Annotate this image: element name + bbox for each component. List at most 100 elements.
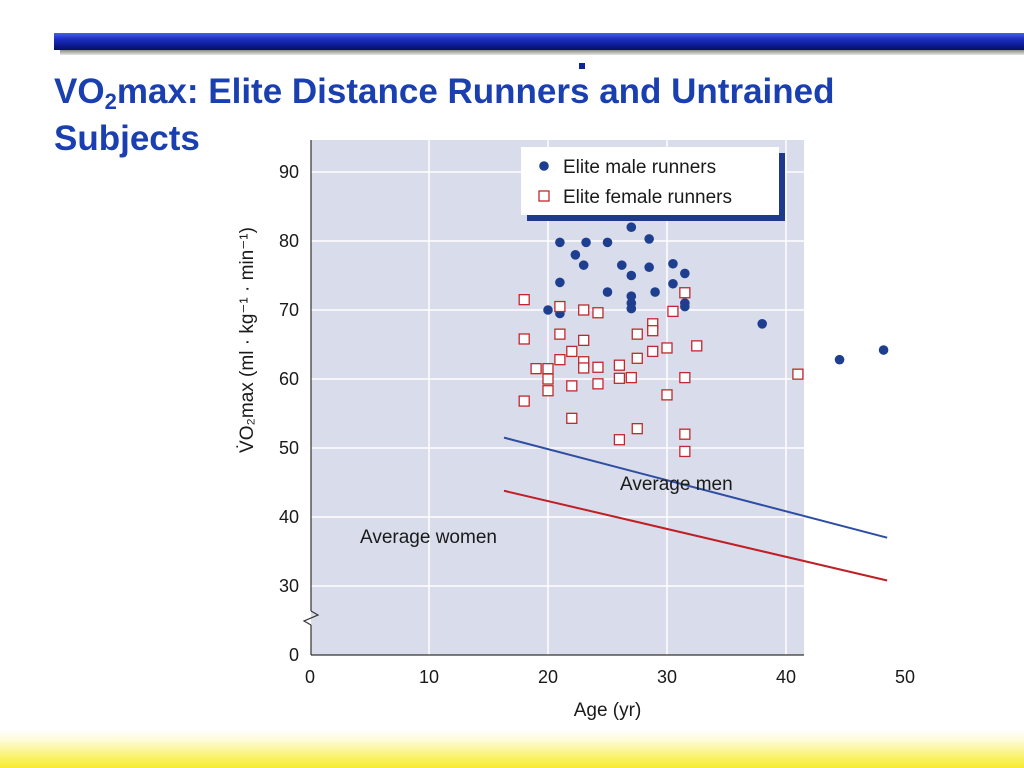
female-runner-point [679, 428, 691, 440]
male-runner-point [626, 303, 637, 314]
title-rule-shadow [60, 50, 1024, 55]
x-tick-label-10: 10 [419, 667, 439, 687]
bottom-gradient-band [0, 730, 1024, 768]
title-decoration-dot [579, 63, 585, 69]
trend-line-average-women [503, 489, 888, 582]
x-tick-label-0: 0 [305, 667, 315, 687]
legend-box [521, 147, 779, 215]
y-tick-label-70: 70 [279, 300, 299, 320]
male-runner-point [644, 262, 654, 273]
female-runner-point [647, 325, 659, 337]
female-runner-point [578, 362, 590, 374]
female-runner-point [542, 385, 554, 397]
slide-title-main: VO [54, 72, 105, 111]
x-tick-label-40: 40 [776, 667, 796, 687]
female-runner-point [631, 328, 643, 340]
y-tick-label-50: 50 [279, 438, 299, 458]
average-lines [503, 436, 888, 582]
female-runner-point [631, 352, 643, 364]
x-tick-label-50: 50 [895, 667, 915, 687]
male-runner-point [668, 278, 678, 289]
y-tick-label-80: 80 [279, 231, 299, 251]
female-runner-point [578, 334, 590, 347]
female-runner-point [542, 373, 554, 385]
plot-background [311, 140, 804, 655]
grid-lines [311, 140, 906, 655]
slide-title-subscript: 2 [104, 89, 117, 114]
female-runner-point [566, 412, 578, 424]
female-runner-point [566, 380, 578, 392]
data-points [518, 206, 889, 458]
legend-male-label: Elite male runners [563, 157, 716, 178]
axes [302, 140, 804, 656]
male-runner-point [626, 270, 637, 281]
female-runner-point [661, 342, 673, 354]
legend: Elite male runners Elite female runners [521, 147, 785, 221]
female-runner-point [530, 362, 542, 375]
legend-male-marker [539, 161, 549, 171]
female-runner-point [592, 378, 604, 390]
legend-female-label: Elite female runners [563, 187, 732, 208]
trend-line-average-men [503, 436, 888, 539]
male-runner-point [602, 287, 613, 297]
female-runner-point [613, 372, 626, 384]
female-runner-point [679, 445, 691, 458]
female-runner-point [792, 368, 804, 380]
x-axis-title: Age (yr) [574, 700, 642, 721]
female-runner-point [679, 371, 691, 384]
title-rule-bar [54, 33, 1024, 50]
male-runner-point [570, 250, 581, 260]
slide-title-rest: max: Elite Distance Runners and Untraine… [54, 72, 835, 158]
male-runner-point [644, 234, 654, 244]
y-tick-label-0: 0 [289, 645, 299, 665]
male-runner-point [543, 305, 553, 315]
male-runner-point [650, 287, 660, 297]
female-runner-point [647, 345, 659, 358]
female-runner-point [518, 293, 530, 306]
female-runner-point [592, 361, 604, 373]
male-runner-point [602, 237, 613, 248]
x-tick-label-20: 20 [538, 667, 558, 687]
female-runner-point [613, 434, 626, 446]
male-runner-point [680, 268, 690, 279]
legend-female-marker [538, 190, 550, 202]
female-runner-point [518, 333, 530, 345]
y-axis-break-mark [302, 610, 320, 626]
y-axis-title: V̇O₂max (ml · kg⁻¹ · min⁻¹) [237, 227, 258, 453]
tick-labels: 0 10 20 30 40 50 0 30 40 50 60 70 80 90 [279, 162, 915, 687]
y-tick-label-40: 40 [279, 507, 299, 527]
female-runner-point [518, 395, 530, 407]
female-runner-point [679, 287, 691, 299]
female-runner-point [542, 362, 554, 375]
x-tick-label-30: 30 [657, 667, 677, 687]
male-runner-point [616, 260, 627, 270]
slide-title: VO2max: Elite Distance Runners and Untra… [54, 68, 984, 162]
female-runner-point [631, 423, 643, 435]
male-runner-point [878, 345, 889, 355]
female-runner-point [578, 304, 590, 316]
female-runner-point [613, 359, 626, 371]
male-runner-point [757, 319, 767, 329]
female-runner-point [661, 389, 673, 401]
male-runner-point [626, 291, 637, 302]
female-runner-point [554, 300, 566, 313]
female-runner-point [554, 354, 566, 366]
female-runner-point [592, 307, 604, 319]
average-men-label: Average men [620, 474, 733, 495]
average-women-label: Average women [360, 527, 497, 548]
male-runner-point [680, 301, 690, 312]
male-runner-point [578, 260, 589, 270]
female-runner-point [554, 328, 566, 340]
female-runner-point [667, 305, 679, 318]
female-runner-point [566, 345, 578, 358]
female-runner-point [625, 371, 637, 384]
male-runner-point [834, 354, 845, 365]
male-runner-point [626, 222, 637, 232]
y-tick-label-90: 90 [279, 162, 299, 182]
male-runner-point [668, 258, 678, 269]
male-runner-point [555, 277, 565, 288]
male-runner-point [581, 237, 591, 248]
female-runner-point [691, 340, 703, 352]
male-runner-point [555, 237, 565, 248]
